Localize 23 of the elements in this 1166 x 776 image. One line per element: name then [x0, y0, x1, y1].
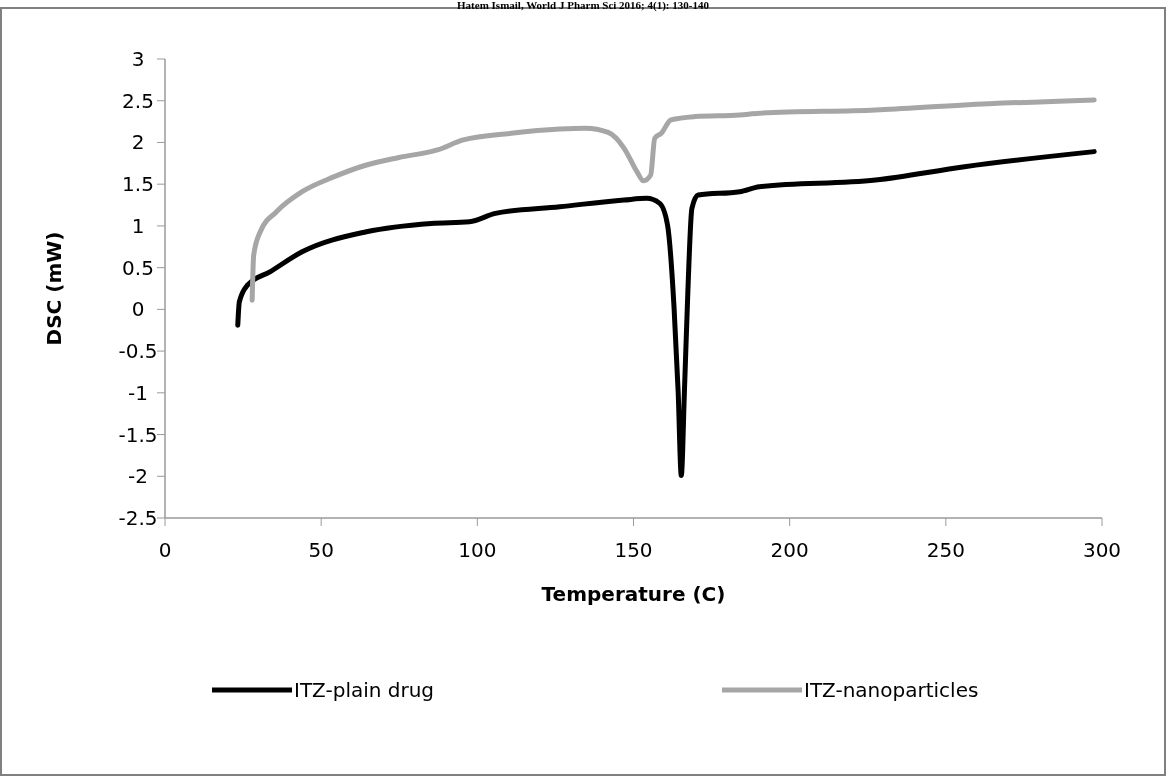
- x-tick-label: 200: [770, 538, 809, 562]
- y-tick-label: -1: [128, 380, 148, 405]
- x-tick-label: 250: [926, 538, 965, 562]
- y-tick-label: 0.5: [122, 255, 154, 280]
- y-tick-label: -2: [128, 464, 148, 489]
- y-tick-label: 3: [131, 47, 145, 71]
- x-tick-label: 150: [614, 538, 653, 562]
- y-tick-label: 2.5: [122, 88, 154, 113]
- text: Hatem Ismail, World J Pharm Sci 2016; 4(1): 130-140: [457, 0, 710, 13]
- y-axis-title: DSC (mW): [42, 231, 66, 346]
- x-axis-title: Temperature (C): [541, 582, 726, 606]
- y-tick-label: 1: [131, 213, 145, 238]
- legend-label: ITZ-nanoparticles: [804, 678, 979, 702]
- legend-label: ITZ-plain drug: [294, 678, 435, 702]
- x-tick-label: 300: [1082, 538, 1122, 562]
- y-tick-label: -0.5: [118, 339, 158, 364]
- y-tick-label: -1.5: [118, 422, 158, 447]
- x-tick-label: 50: [308, 538, 334, 562]
- y-tick-label: 2: [131, 130, 145, 155]
- y-tick-label: 0: [131, 297, 145, 322]
- y-tick-label: 1.5: [122, 172, 154, 197]
- x-tick-label: 100: [458, 538, 497, 562]
- y-tick-label: -2.5: [118, 506, 158, 530]
